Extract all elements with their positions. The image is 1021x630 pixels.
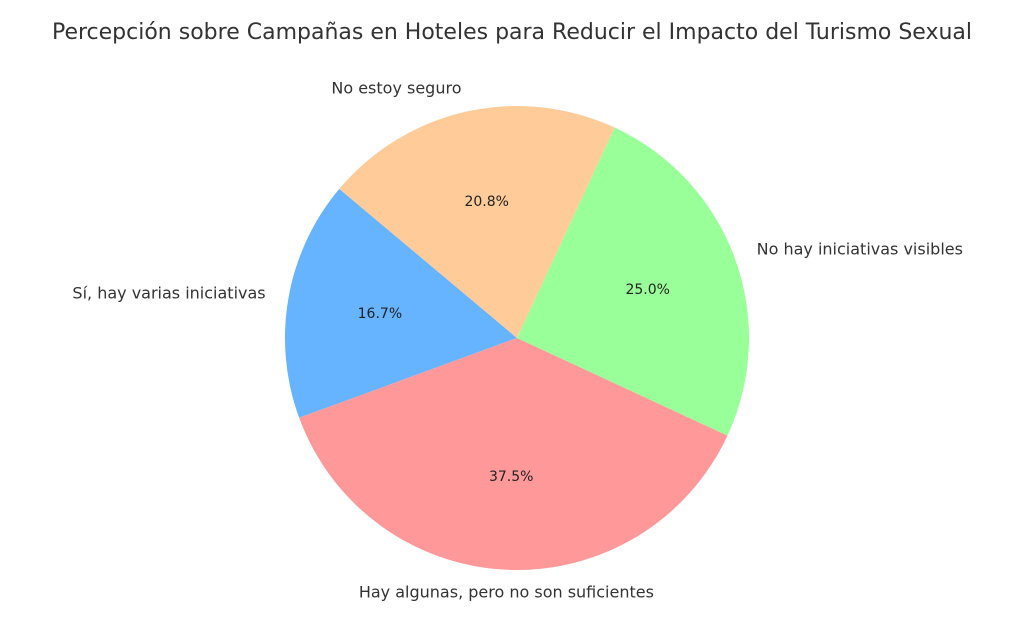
slice-label: No estoy seguro (331, 78, 461, 97)
slice-label: Hay algunas, pero no son suficientes (359, 582, 654, 601)
pie-slice (339, 106, 615, 338)
slice-label: No hay iniciativas visibles (757, 240, 963, 259)
value-label: 20.8% (464, 194, 508, 210)
chart-title: Percepción sobre Campañas en Hoteles par… (52, 20, 972, 45)
value-label: 16.7% (358, 306, 402, 322)
value-label: 37.5% (489, 469, 533, 485)
value-label: 25.0% (625, 282, 669, 298)
pie-slice (299, 338, 728, 571)
pie-slice (285, 188, 517, 418)
pie-slice (517, 127, 750, 436)
slice-label: Sí, hay varias iniciativas (72, 283, 265, 302)
